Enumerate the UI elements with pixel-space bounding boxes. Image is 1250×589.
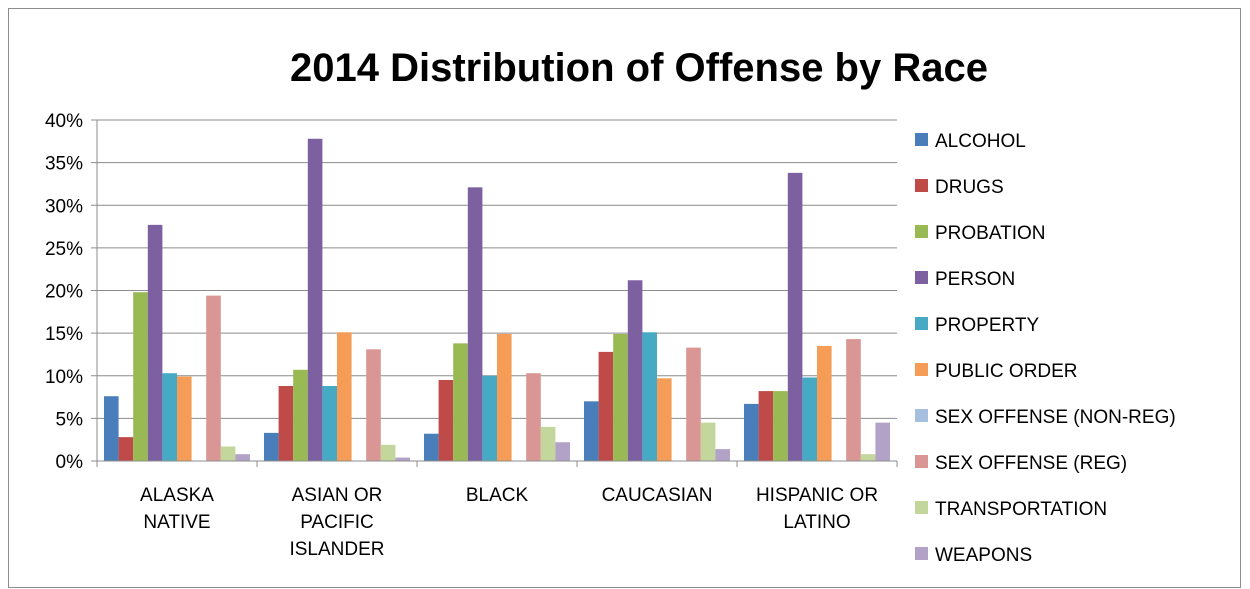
legend-label: SEX OFFENSE (REG): [935, 453, 1127, 474]
bar: [322, 385, 337, 461]
bar: [147, 224, 163, 461]
y-tick-label: 15%: [45, 324, 83, 345]
bar: [235, 454, 250, 461]
bar: [642, 332, 657, 461]
y-tick-label: 5%: [56, 409, 84, 430]
legend-swatch: [915, 501, 928, 514]
legend-label: DRUGS: [935, 177, 1004, 198]
bar: [744, 403, 759, 461]
bar: [860, 454, 876, 461]
bar: [846, 339, 861, 461]
y-axis: 0% 5% 10% 15% 20% 25% 30% 35% 40%: [45, 111, 98, 473]
category-label-line: NATIVE: [143, 512, 210, 533]
bar: [627, 280, 643, 461]
legend-swatch: [915, 455, 928, 468]
bar: [264, 432, 279, 461]
bar: [875, 422, 890, 461]
bar: [497, 333, 512, 461]
bar: [438, 380, 454, 461]
bars: [104, 138, 890, 462]
x-axis: ALASKA NATIVE ASIAN OR PACIFIC ISLANDER BLACK…: [96, 460, 898, 560]
y-tick-label: 25%: [45, 239, 83, 260]
category-label-line: PACIFIC: [300, 512, 374, 533]
bar: [467, 187, 483, 461]
legend-swatch: [915, 317, 928, 330]
legend-label: WEAPONS: [935, 545, 1032, 566]
bar: [787, 172, 803, 462]
chart-canvas: 2014 Distribution of Offense by Race 0% 5…: [45, 46, 1176, 566]
bar: [337, 332, 352, 461]
category-label-line: ALASKA: [140, 485, 214, 506]
legend-label: PUBLIC ORDER: [935, 361, 1078, 382]
legend-swatch: [915, 179, 928, 192]
y-tick-label: 35%: [45, 154, 83, 175]
category-label-line: BLACK: [466, 485, 529, 506]
bar: [482, 375, 497, 461]
y-tick-label: 30%: [45, 196, 83, 217]
bar: [773, 391, 788, 461]
y-tick-label: 20%: [45, 282, 83, 303]
bar: [162, 373, 177, 461]
legend-label: TRANSPORTATION: [935, 499, 1107, 520]
bar: [555, 442, 570, 461]
bar: [758, 391, 774, 461]
legend-swatch: [915, 363, 928, 376]
y-tick-label: 0%: [56, 452, 84, 473]
bar: [177, 376, 192, 461]
category-label-line: LATINO: [783, 512, 850, 533]
bar: [220, 446, 236, 461]
legend-label: SEX OFFENSE (NON-REG): [935, 407, 1176, 428]
category-label-line: HISPANIC OR: [756, 485, 878, 506]
category-label: ALASKA NATIVE: [140, 485, 214, 533]
bar: [715, 449, 730, 461]
bar: [686, 347, 701, 461]
bar: [453, 343, 468, 461]
bar: [293, 369, 308, 461]
legend-label: ALCOHOL: [935, 131, 1026, 152]
bar: [700, 422, 716, 461]
legend-swatch: [915, 547, 928, 560]
y-tick-label: 10%: [45, 367, 83, 388]
bar: [526, 373, 541, 461]
category-label-line: CAUCASIAN: [602, 485, 713, 506]
chart-title: 2014 Distribution of Offense by Race: [290, 46, 988, 90]
bar: [598, 351, 614, 461]
bar: [613, 333, 628, 461]
bar: [817, 345, 832, 461]
legend-swatch: [915, 271, 928, 284]
bar: [584, 401, 599, 461]
bar: [307, 138, 323, 461]
category-label: ASIAN OR PACIFIC ISLANDER: [289, 485, 384, 560]
bar: [133, 292, 148, 461]
bar: [540, 426, 556, 461]
category-label-line: ASIAN OR: [292, 485, 383, 506]
category-label: HISPANIC OR LATINO: [756, 485, 878, 533]
legend: ALCOHOL DRUGS PROBATION PERSON PROPERTY PUBLI…: [915, 131, 1176, 566]
y-tick-label: 40%: [45, 111, 83, 132]
bar: [278, 385, 294, 461]
bar: [657, 378, 672, 461]
legend-label: PROPERTY: [935, 315, 1040, 336]
legend-swatch: [915, 225, 928, 238]
legend-label: PROBATION: [935, 223, 1046, 244]
bar: [395, 457, 410, 461]
category-label: CAUCASIAN: [602, 485, 713, 506]
bar: [802, 377, 817, 461]
bar: [366, 349, 381, 461]
gridlines: [97, 119, 897, 462]
legend-swatch: [915, 409, 928, 422]
bar: [118, 437, 134, 461]
chart-frame: 2014 Distribution of Offense by Race 0% 5…: [8, 8, 1241, 588]
bar: [424, 433, 439, 461]
category-label-line: ISLANDER: [289, 539, 384, 560]
legend-label: PERSON: [935, 269, 1015, 290]
bar: [206, 295, 221, 461]
legend-swatch: [915, 133, 928, 146]
category-label: BLACK: [466, 485, 529, 506]
bar: [380, 444, 396, 461]
bar: [104, 396, 119, 461]
